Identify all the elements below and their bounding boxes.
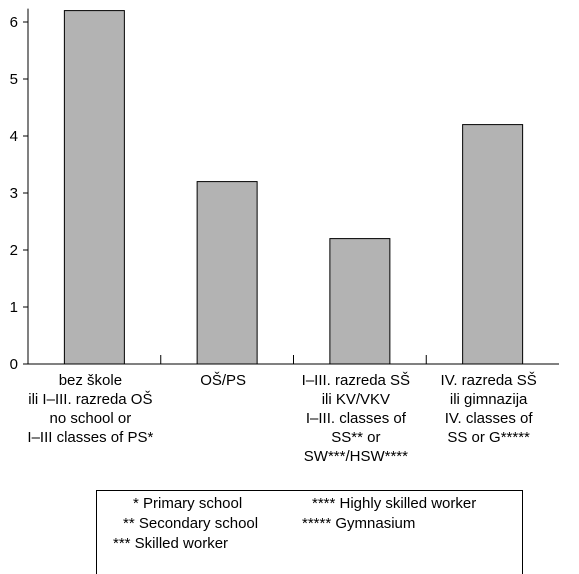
y-tick-label: 4 [10, 128, 18, 145]
x-axis-labels: bez škole ili I–III. razreda OŠ no school … [27, 372, 536, 465]
y-tick-label: 2 [10, 242, 18, 259]
legend-item-highly-skilled-worker: **** Highly skilled worker [312, 495, 477, 512]
x-category-label: OŠ/PS [200, 372, 246, 389]
x-category-label: I–III. razreda SŠ ili KV/VKV I–III. classe… [302, 372, 410, 465]
legend-item-primary-school: * Primary school [133, 495, 243, 512]
legend: * Primary school ** Secondary school ***… [96, 490, 523, 574]
bar [63, 10, 125, 365]
bar [462, 124, 524, 365]
bar [329, 238, 391, 365]
y-tick-label: 0 [10, 356, 18, 373]
x-category-label: IV. razreda SŠ ili gimnazija IV. classes o… [441, 372, 537, 446]
legend-item-secondary-school: ** Secondary school [123, 515, 259, 532]
bar [196, 181, 258, 365]
x-category-label: bez škole ili I–III. razreda OŠ no school … [27, 372, 153, 446]
chart-bars [63, 10, 524, 365]
y-tick-label: 6 [10, 14, 18, 31]
y-tick-label: 3 [10, 185, 18, 202]
bar-chart: 0 1 2 3 4 5 6 bez škole ili I–III. razreda OŠ no… [10, 8, 559, 465]
legend-item-skilled-worker: *** Skilled worker [113, 535, 229, 552]
legend-item-gymnasium: ***** Gymnasium [302, 515, 416, 532]
y-axis-ticks: 0 1 2 3 4 5 6 [10, 14, 28, 373]
y-tick-label: 1 [10, 299, 18, 316]
y-tick-label: 5 [10, 71, 18, 88]
